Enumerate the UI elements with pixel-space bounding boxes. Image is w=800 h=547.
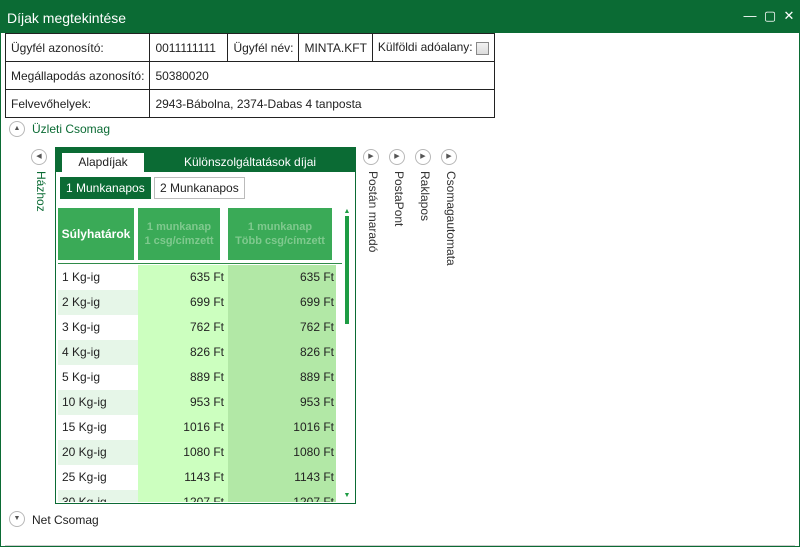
foreign-taxpayer-checkbox[interactable] [475,41,489,55]
price-multi-cell: 1080 Ft [228,440,336,465]
pickup-places-label: Felvevőhelyek: [4,89,151,118]
title-bar: Díjak megtekintése — ▢ ✕ [1,1,799,33]
raklapos-expand-icon[interactable]: ▶ [415,149,431,165]
close-icon[interactable]: ✕ [783,8,795,23]
subtab-one-day[interactable]: 1 Munkanapos [60,177,151,199]
grid-scrollbar[interactable]: ▲ ▼ [342,208,352,502]
weight-cell: 4 Kg-ig [58,340,138,365]
csomagautomata-expand-icon[interactable]: ▶ [441,149,457,165]
subtab-two-day[interactable]: 2 Munkanapos [154,177,245,199]
col-header-multi-line1: 1 munkanap [247,221,313,233]
price-multi-cell: 1207 Ft [228,490,336,502]
table-row: 30 Kg-ig 1207 Ft 1207 Ft [58,490,342,502]
customer-name-value: MINTA.KFT [298,33,373,62]
fee-panel: Alapdíjak Különszolgáltatások díjai 1 Mu… [55,147,356,504]
delivery-raklapos[interactable]: Raklapos [418,171,432,222]
weight-cell: 2 Kg-ig [58,290,138,315]
price-multi-cell: 826 Ft [228,340,336,365]
weight-cell: 20 Kg-ig [58,440,138,465]
table-row: 15 Kg-ig 1016 Ft 1016 Ft [58,415,342,440]
price-single-cell: 953 Ft [138,390,228,415]
price-single-cell: 762 Ft [138,315,228,340]
table-row: 25 Kg-ig 1143 Ft 1143 Ft [58,465,342,490]
postapont-expand-icon[interactable]: ▶ [389,149,405,165]
price-multi-cell: 635 Ft [228,265,336,290]
pickup-places-value: 2943-Bábolna, 2374-Dabas 4 tanposta [149,89,495,118]
weight-cell: 10 Kg-ig [58,390,138,415]
col-header-multi: 1 munkanap Több csg/címzett [228,208,332,260]
col-header-single-line2: 1 csg/címzett [144,235,214,247]
scroll-down-icon[interactable]: ▼ [343,492,351,499]
weight-cell: 15 Kg-ig [62,420,107,434]
customer-info-table: Ügyfél azonosító: 0011111111 Ügyfél név:… [4,33,495,118]
footer-divider [5,545,795,546]
weight-cell: 3 Kg-ig [62,320,101,334]
minimize-icon[interactable]: — [743,8,757,23]
price-single-cell: 635 Ft [138,265,228,290]
price-multi-cell: 1016 Ft [228,415,336,440]
contract-id-label: Megállapodás azonosító: [4,61,151,90]
postan-marado-expand-icon[interactable]: ▶ [363,149,379,165]
price-single-cell: 889 Ft [138,365,228,390]
weight-cell: 1 Kg-ig [62,270,101,284]
price-multi-cell: 762 Ft [228,315,336,340]
delivery-csomagautomata[interactable]: Csomagautomata [444,171,458,266]
col-header-weight: Súlyhatárok [58,208,134,260]
price-single-cell: 1016 Ft [138,415,228,440]
price-single-cell: 1143 Ft [138,465,228,490]
table-row: 5 Kg-ig 889 Ft 889 Ft [58,365,342,390]
col-header-single: 1 munkanap 1 csg/címzett [138,208,220,260]
weight-cell: 5 Kg-ig [62,370,101,384]
scroll-up-icon[interactable]: ▲ [343,208,351,215]
delivery-postapont[interactable]: PostaPont [392,171,406,227]
foreign-taxpayer-label: Külföldi adóalany: [377,40,473,55]
foreign-taxpayer-cell: Külföldi adóalany: [371,33,495,62]
table-row: 4 Kg-ig 826 Ft 826 Ft [58,340,342,365]
fee-tabstrip: Alapdíjak Különszolgáltatások díjai [56,148,355,172]
table-row: 20 Kg-ig 1080 Ft 1080 Ft [58,440,342,465]
price-single-cell: 1207 Ft [138,490,228,502]
delivery-hazhoz[interactable]: Házhoz [34,171,48,212]
hazhoz-collapse-icon[interactable]: ◀ [31,149,47,165]
weight-cell: 25 Kg-ig [62,470,107,484]
price-single-cell: 699 Ft [138,290,228,315]
table-row: 1 Kg-ig 635 Ft 635 Ft [58,265,342,290]
price-grid: Súlyhatárok 1 munkanap 1 csg/címzett 1 m… [58,206,342,502]
delivery-postan-marado[interactable]: Postán maradó [366,171,380,253]
net-package-header[interactable]: Net Csomag [32,513,99,527]
table-row: 2 Kg-ig 699 Ft 699 Ft [58,290,342,315]
window-title: Díjak megtekintése [7,10,127,26]
header-separator [58,263,342,264]
price-multi-cell: 699 Ft [228,290,336,315]
col-header-multi-line2: Több csg/címzett [235,235,325,247]
maximize-icon[interactable]: ▢ [763,8,777,23]
price-multi-cell: 953 Ft [228,390,336,415]
business-package-collapse-icon[interactable]: ▲ [9,121,25,137]
contract-id-value: 50380020 [149,61,495,90]
table-row: 3 Kg-ig 762 Ft 762 Ft [58,315,342,340]
customer-name-label: Ügyfél név: [227,33,300,62]
col-header-single-line1: 1 munkanap [146,221,212,233]
business-package-header[interactable]: Üzleti Csomag [32,122,111,136]
price-single-cell: 1080 Ft [138,440,228,465]
customer-id-label: Ügyfél azonosító: [4,33,151,62]
scroll-thumb[interactable] [345,216,349,324]
price-single-cell: 826 Ft [138,340,228,365]
net-package-expand-icon[interactable]: ▼ [9,511,25,527]
table-row: 10 Kg-ig 953 Ft 953 Ft [58,390,342,415]
tab-basic-fees[interactable]: Alapdíjak [62,153,144,172]
weight-cell: 30 Kg-ig [58,490,138,502]
customer-id-value: 0011111111 [149,33,229,62]
price-multi-cell: 1143 Ft [228,465,336,490]
tab-extra-service-fees[interactable]: Különszolgáltatások díjai [183,155,317,169]
price-multi-cell: 889 Ft [228,365,336,390]
